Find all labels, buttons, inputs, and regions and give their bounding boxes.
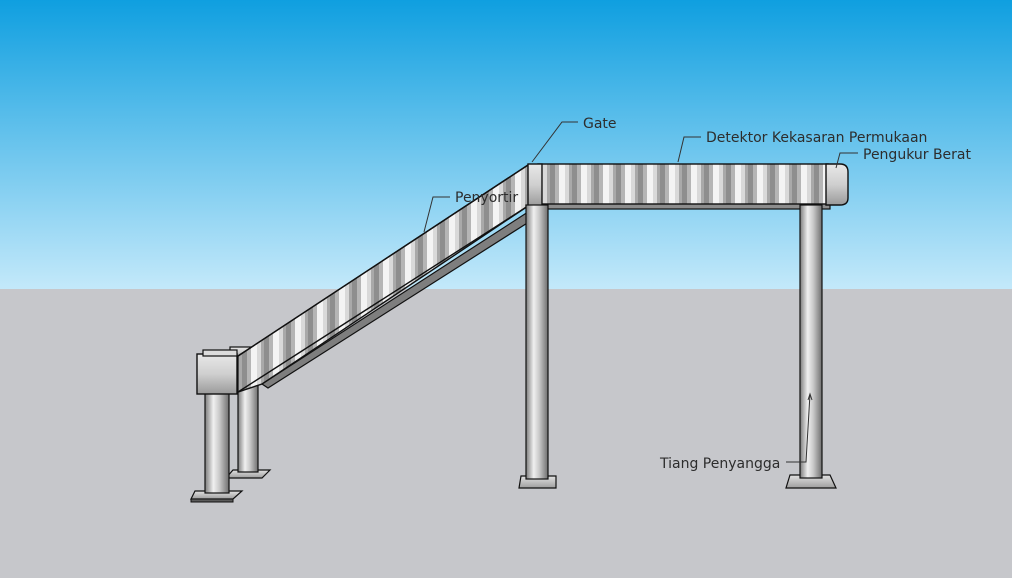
left-front-box: [196, 349, 238, 395]
horizontal-conveyor: [529, 163, 831, 210]
middle-leg: [518, 204, 557, 489]
weight-sensor-box: [825, 163, 849, 206]
leader-lines: [423, 121, 858, 463]
left-front-leg: [190, 391, 244, 503]
right-leg: [785, 204, 837, 489]
leader-tiang: [786, 393, 811, 463]
label-gate: Gate: [583, 116, 617, 132]
leader-gate: [531, 121, 578, 163]
label-surface-roughness-detector: Detektor Kekasaran Permukaan: [706, 130, 928, 146]
leader-tiang-arrow: [807, 392, 813, 401]
leader-pengukur: [835, 152, 858, 169]
label-sorter: Penyortir: [455, 190, 519, 206]
label-support-pole: Tiang Penyangga: [660, 456, 781, 472]
gate-box: [527, 163, 543, 207]
sky-background: [0, 0, 1012, 290]
leader-detektor: [677, 136, 701, 163]
ground-background: [0, 289, 1012, 578]
leader-penyortir: [423, 196, 450, 233]
label-weight-sensor: Pengukur Berat: [863, 147, 971, 163]
